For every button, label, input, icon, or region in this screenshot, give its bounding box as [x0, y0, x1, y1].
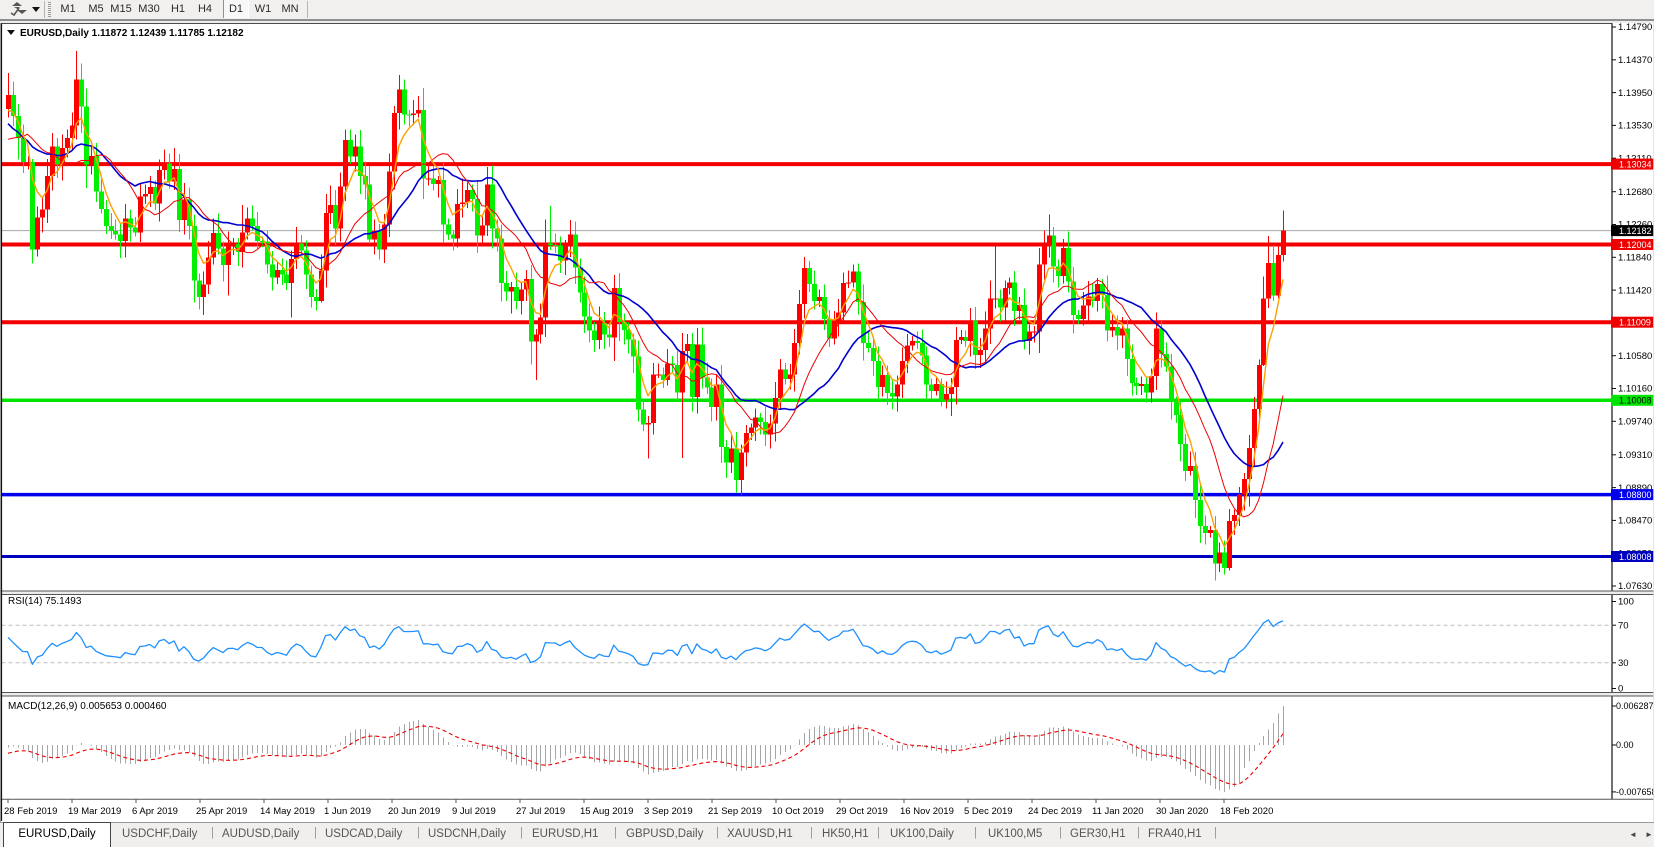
- svg-text:1.12680: 1.12680: [1618, 187, 1652, 198]
- svg-text:6 Apr 2019: 6 Apr 2019: [132, 806, 178, 817]
- svg-text:1.09740: 1.09740: [1618, 417, 1652, 428]
- svg-text:9 Jul 2019: 9 Jul 2019: [452, 806, 496, 817]
- svg-text:15 Aug 2019: 15 Aug 2019: [580, 806, 633, 817]
- svg-text:1.12004: 1.12004: [1619, 240, 1652, 250]
- svg-text:16 Nov 2019: 16 Nov 2019: [900, 806, 954, 817]
- svg-text:0.006287: 0.006287: [1616, 701, 1654, 711]
- svg-text:19 Mar 2019: 19 Mar 2019: [68, 806, 121, 817]
- svg-text:3 Sep 2019: 3 Sep 2019: [644, 806, 693, 817]
- svg-text:1.11420: 1.11420: [1618, 285, 1652, 296]
- svg-text:21 Sep 2019: 21 Sep 2019: [708, 806, 762, 817]
- svg-text:1.09310: 1.09310: [1618, 450, 1652, 461]
- svg-text:1.14790: 1.14790: [1618, 22, 1652, 33]
- svg-text:1.11840: 1.11840: [1618, 253, 1652, 264]
- svg-text:1.08800: 1.08800: [1619, 490, 1652, 500]
- svg-text:29 Oct 2019: 29 Oct 2019: [836, 806, 888, 817]
- svg-text:1.08470: 1.08470: [1618, 516, 1652, 527]
- svg-text:10 Oct 2019: 10 Oct 2019: [772, 806, 824, 817]
- svg-text:MACD(12,26,9) 0.005653 0.00046: MACD(12,26,9) 0.005653 0.000460: [8, 701, 167, 712]
- svg-text:1.13034: 1.13034: [1619, 159, 1652, 169]
- svg-text:14 May 2019: 14 May 2019: [260, 806, 315, 817]
- svg-text:0.00: 0.00: [1616, 740, 1634, 750]
- svg-text:1.08008: 1.08008: [1619, 552, 1652, 562]
- svg-text:1.10160: 1.10160: [1618, 384, 1652, 395]
- svg-text:1.07630: 1.07630: [1618, 581, 1652, 592]
- svg-text:1 Jun 2019: 1 Jun 2019: [324, 806, 371, 817]
- svg-text:1.10008: 1.10008: [1619, 396, 1652, 406]
- svg-text:EURUSD,Daily 1.11872 1.12439: EURUSD,Daily 1.11872 1.12439 1.11785 1.1…: [20, 28, 244, 39]
- svg-text:0: 0: [1618, 684, 1623, 695]
- svg-text:1.14370: 1.14370: [1618, 55, 1652, 66]
- svg-text:30: 30: [1618, 658, 1629, 669]
- svg-text:1.13530: 1.13530: [1618, 121, 1652, 132]
- svg-text:1.13950: 1.13950: [1618, 88, 1652, 99]
- svg-text:25 Apr 2019: 25 Apr 2019: [196, 806, 247, 817]
- svg-text:1.11009: 1.11009: [1619, 318, 1651, 328]
- svg-text:1.10580: 1.10580: [1618, 351, 1652, 362]
- svg-text:28 Feb 2019: 28 Feb 2019: [4, 806, 57, 817]
- svg-text:18 Feb 2020: 18 Feb 2020: [1220, 806, 1273, 817]
- svg-text:11 Jan 2020: 11 Jan 2020: [1092, 806, 1144, 817]
- svg-text:24 Dec 2019: 24 Dec 2019: [1028, 806, 1082, 817]
- svg-text:RSI(14) 75.1493: RSI(14) 75.1493: [8, 596, 82, 607]
- svg-text:30 Jan 2020: 30 Jan 2020: [1156, 806, 1208, 817]
- svg-text:20 Jun 2019: 20 Jun 2019: [388, 806, 440, 817]
- svg-text:1.12182: 1.12182: [1619, 226, 1652, 236]
- svg-text:27 Jul 2019: 27 Jul 2019: [516, 806, 565, 817]
- svg-text:-0.007658: -0.007658: [1616, 787, 1654, 797]
- svg-text:70: 70: [1618, 620, 1629, 631]
- svg-text:1.08890: 1.08890: [1618, 483, 1652, 494]
- svg-text:5 Dec 2019: 5 Dec 2019: [964, 806, 1013, 817]
- svg-text:100: 100: [1618, 597, 1634, 608]
